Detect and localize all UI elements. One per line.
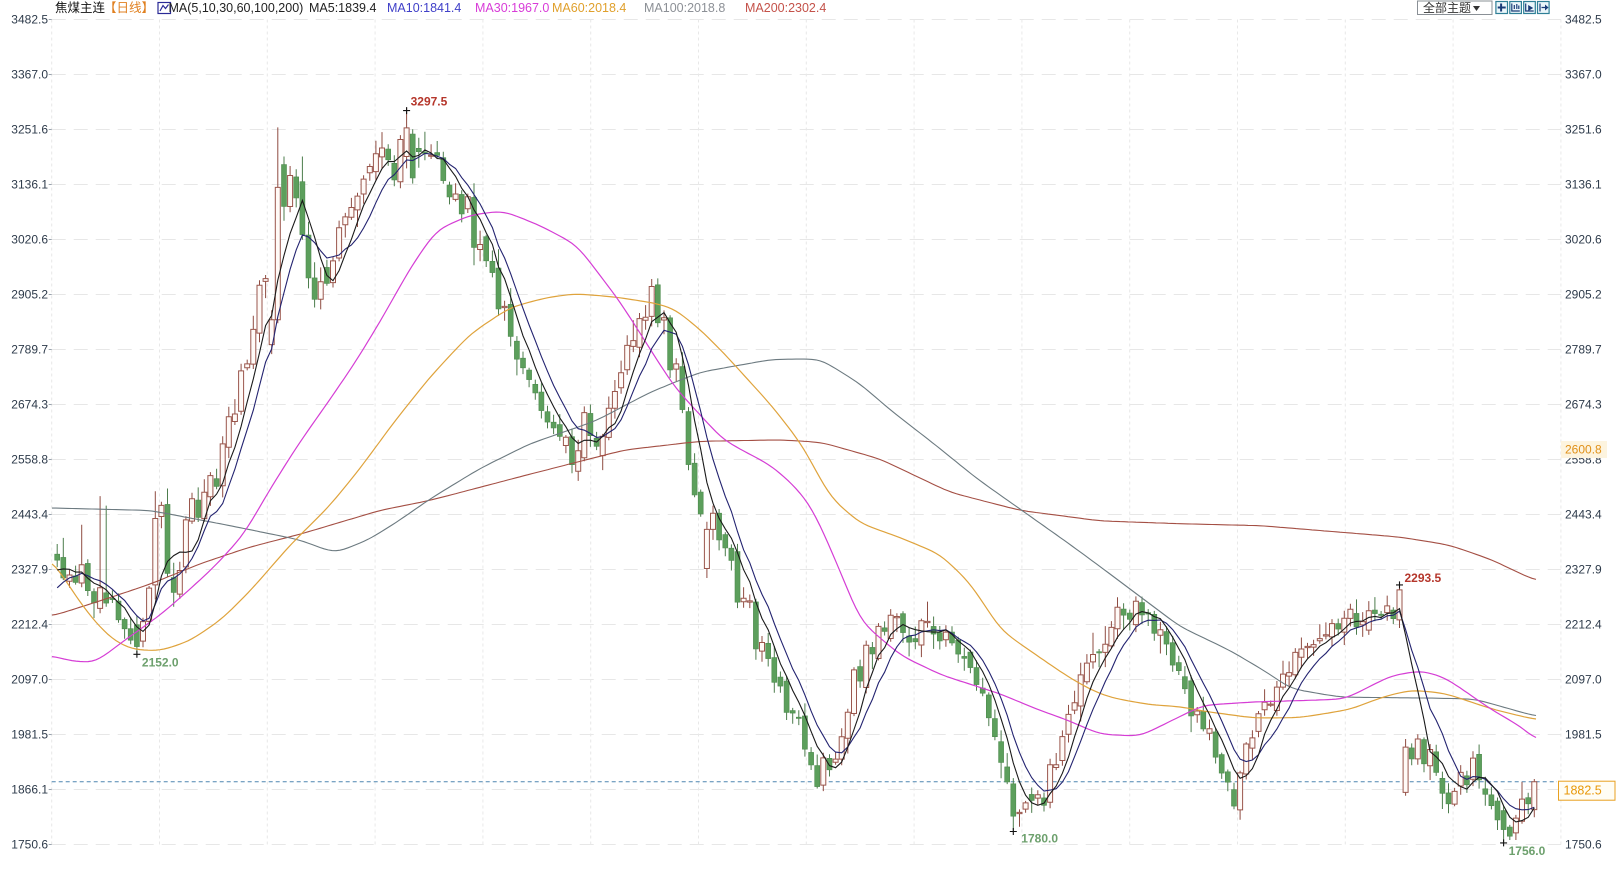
svg-text:2327.9: 2327.9 [1565,563,1602,577]
svg-text:2212.4: 2212.4 [1565,618,1602,632]
svg-text:1756.0: 1756.0 [1509,844,1546,858]
svg-text:3136.1: 3136.1 [11,178,48,192]
svg-text:MA100:2018.8: MA100:2018.8 [644,1,725,15]
svg-text:2789.7: 2789.7 [11,343,48,357]
svg-text:MA200:2302.4: MA200:2302.4 [745,1,826,15]
svg-text:1780.0: 1780.0 [1021,832,1058,846]
svg-text:2674.3: 2674.3 [1565,398,1602,412]
svg-text:【日线】: 【日线】 [104,1,154,15]
svg-text:2674.3: 2674.3 [11,398,48,412]
svg-text:3482.5: 3482.5 [11,13,48,27]
svg-text:1750.6: 1750.6 [1565,838,1602,852]
svg-text:3251.6: 3251.6 [11,123,48,137]
svg-text:2152.0: 2152.0 [142,655,179,669]
svg-text:MA60:2018.4: MA60:2018.4 [552,1,626,15]
svg-text:1750.6: 1750.6 [11,838,48,852]
svg-text:MA10:1841.4: MA10:1841.4 [387,1,461,15]
svg-text:1866.1: 1866.1 [11,783,48,797]
svg-text:3367.0: 3367.0 [1565,68,1602,82]
svg-text:2558.8: 2558.8 [11,453,48,467]
svg-text:2443.4: 2443.4 [11,508,48,522]
svg-text:2097.0: 2097.0 [11,673,48,687]
svg-text:2327.9: 2327.9 [11,563,48,577]
svg-text:MA(5,10,30,60,100,200): MA(5,10,30,60,100,200) [169,1,304,15]
svg-text:MA5:1839.4: MA5:1839.4 [309,1,376,15]
svg-text:2905.2: 2905.2 [11,288,48,302]
svg-text:全部主题: 全部主题 [1423,0,1471,15]
svg-text:3482.5: 3482.5 [1565,13,1602,27]
svg-text:3020.6: 3020.6 [1565,233,1602,247]
svg-text:3136.1: 3136.1 [1565,178,1602,192]
svg-text:1882.5: 1882.5 [1564,784,1602,798]
svg-text:2212.4: 2212.4 [11,618,48,632]
svg-text:焦煤主连: 焦煤主连 [55,0,106,15]
svg-text:1981.5: 1981.5 [1565,728,1602,742]
svg-text:3020.6: 3020.6 [11,233,48,247]
svg-text:2097.0: 2097.0 [1565,673,1602,687]
svg-text:2789.7: 2789.7 [1565,343,1602,357]
svg-text:2443.4: 2443.4 [1565,508,1602,522]
svg-text:3251.6: 3251.6 [1565,123,1602,137]
svg-text:MA30:1967.0: MA30:1967.0 [475,1,549,15]
svg-text:3297.5: 3297.5 [411,95,448,109]
svg-text:2293.5: 2293.5 [1405,571,1442,585]
svg-text:1981.5: 1981.5 [11,728,48,742]
svg-text:2905.2: 2905.2 [1565,288,1602,302]
svg-text:3367.0: 3367.0 [11,68,48,82]
svg-text:2600.8: 2600.8 [1565,443,1602,457]
